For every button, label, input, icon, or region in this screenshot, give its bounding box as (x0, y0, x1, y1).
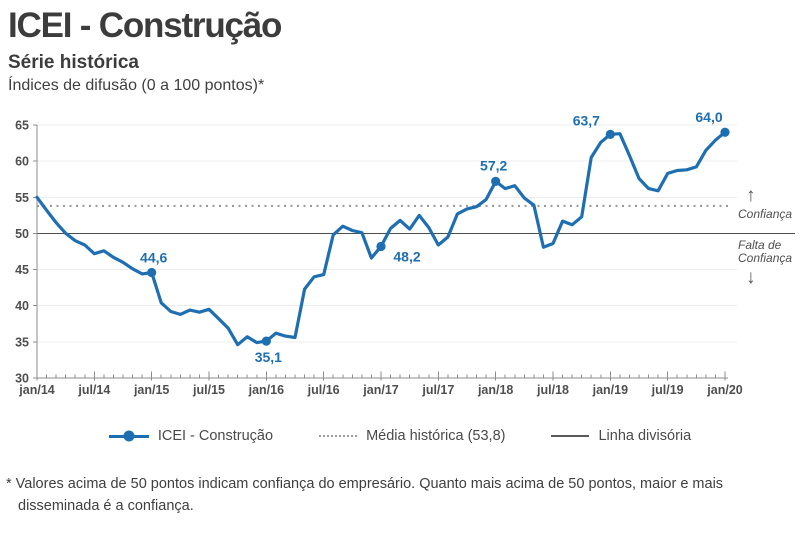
chart-legend: ICEI - Construção Média histórica (53,8)… (0, 428, 800, 444)
point-value-label: 44,6 (140, 249, 167, 265)
point-value-label: 64,0 (695, 112, 722, 125)
x-tick-label: jul/16 (307, 383, 340, 397)
x-tick-label: jul/15 (192, 383, 225, 397)
up-arrow-icon: ↑ (746, 185, 756, 206)
y-tick-label: 30 (15, 372, 29, 386)
legend-label-icei: ICEI - Construção (157, 428, 274, 444)
legend-item-linha-divisoria: Linha divisória (551, 428, 691, 444)
x-tick-label: jan/16 (248, 383, 284, 397)
x-tick-label: jul/18 (536, 383, 569, 397)
x-tick-label: jan/17 (362, 383, 398, 397)
y-tick-label: 50 (15, 227, 29, 241)
legend-solid-swatch (551, 435, 590, 437)
x-tick-label: jul/14 (77, 383, 110, 397)
down-arrow-icon: ↓ (746, 267, 756, 289)
chart-footnote: * Valores acima de 50 pontos indicam con… (6, 476, 724, 514)
x-tick-label: jan/14 (18, 383, 54, 397)
y-tick-label: 60 (15, 155, 29, 169)
point-value-label: 35,1 (255, 349, 282, 365)
y-tick-label: 65 (15, 119, 29, 133)
point-value-label: 63,7 (573, 112, 600, 128)
point-marker (261, 336, 271, 346)
lack-of-confidence-label: Falta de Confiança (738, 238, 793, 265)
legend-dot-icon (123, 430, 135, 442)
point-marker (147, 267, 157, 278)
y-tick-label: 35 (15, 335, 29, 349)
chart-subtitle: Série histórica (8, 51, 139, 73)
chart-description: Índices de difusão (0 a 100 pontos)* (8, 76, 265, 94)
icei-line-chart-svg: jan/14 jul/14 jan/15 jul/15 jan/16 jul/16 jan/… (15, 109, 795, 397)
x-tick-label: jul/17 (421, 383, 454, 397)
legend-item-media-historica: Média histórica (53,8) (319, 428, 505, 444)
confidence-annotation-below: Falta de Confiança ↓ (738, 238, 798, 289)
legend-label-media-historica: Média histórica (53,8) (366, 428, 506, 444)
chart-header: ICEI - Construção Série histórica Índice… (8, 6, 282, 95)
x-tick-label: jan/18 (477, 383, 513, 397)
x-tick-label: jan/15 (133, 383, 169, 397)
page-title: ICEI - Construção (8, 6, 282, 45)
y-tick-label: 40 (15, 299, 29, 313)
point-marker (376, 241, 386, 252)
x-tick-label: jan/19 (592, 383, 628, 397)
y-tick-label: 45 (15, 263, 29, 277)
icei-series-line (35, 130, 727, 347)
confidence-label: Confiança (738, 207, 793, 221)
point-marker (605, 129, 615, 139)
legend-dotted-swatch (319, 435, 358, 437)
point-marker (720, 127, 730, 137)
point-value-label: 57,2 (480, 157, 507, 173)
legend-item-icei: ICEI - Construção (108, 428, 274, 444)
confidence-annotation-above: ↑ Confiança (738, 186, 798, 221)
line-chart-area: jan/14 jul/14 jan/15 jul/15 jan/16 jul/16 jan/… (0, 109, 800, 412)
point-marker (491, 176, 501, 186)
point-value-label: 48,2 (393, 248, 420, 264)
x-tick-label: jan/20 (706, 383, 742, 397)
legend-label-linha-divisoria: Linha divisória (598, 428, 692, 444)
x-tick-label: jul/19 (651, 383, 684, 397)
y-tick-label: 55 (15, 191, 29, 205)
legend-line-dot-swatch (108, 430, 149, 442)
